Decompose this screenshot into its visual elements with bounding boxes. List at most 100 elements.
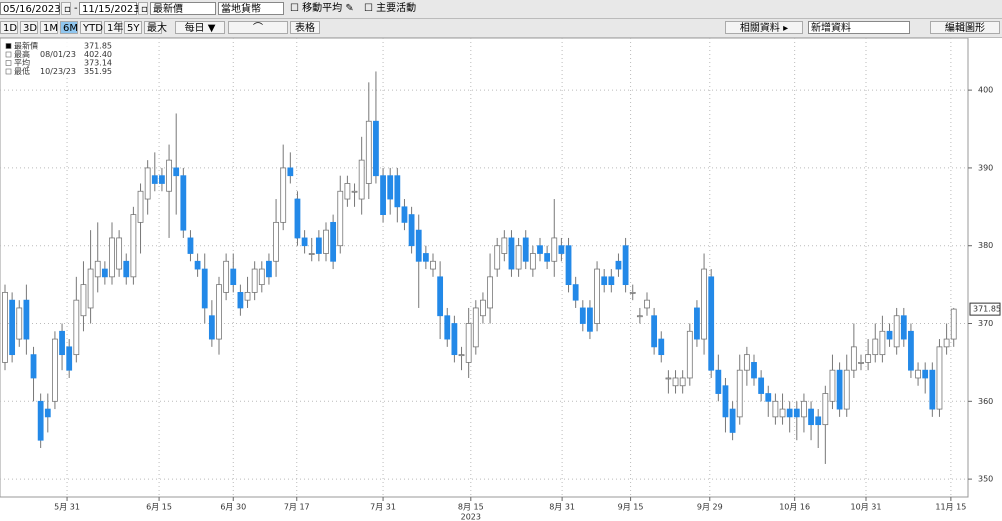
candle-body (822, 393, 829, 426)
period-button[interactable]: 5Y (124, 21, 142, 34)
candle-body (836, 369, 843, 410)
tool[interactable]: ⌒ (228, 21, 288, 34)
period-button[interactable]: 6M (60, 21, 78, 34)
moving-average-label: 移動平均 (302, 3, 343, 14)
candle-body (658, 338, 665, 356)
period-button[interactable]: YTD (80, 21, 103, 34)
candle-body (636, 315, 643, 318)
start-date[interactable]: 05/16/2023 (0, 2, 61, 15)
candle-body (879, 330, 886, 356)
candle-body (472, 307, 479, 348)
candle-body (251, 268, 258, 293)
x-tick-label: 6月 15 (146, 503, 172, 512)
dash: - (74, 3, 78, 14)
candle-body (116, 237, 123, 270)
candle-body (59, 330, 65, 356)
candle-body (66, 346, 73, 371)
candle-body (223, 260, 230, 293)
candle-body (629, 291, 636, 294)
candle-body (101, 268, 108, 278)
candle-body (37, 400, 44, 441)
candle-body (665, 377, 672, 380)
legend: 最新價 371.85 最高 08/01/23 402.40 平均 373.14 最低 10/23… (3, 40, 115, 78)
candle-body (850, 346, 857, 371)
period-button[interactable]: 1年 (104, 21, 123, 34)
candle-body (373, 120, 379, 177)
legend-date: 10/23/23 (40, 67, 76, 76)
related[interactable]: 相關資料 ▸ (725, 21, 803, 34)
candle-body (858, 362, 864, 364)
candle-body (537, 245, 543, 254)
candle-body (144, 167, 151, 200)
edit-chart[interactable]: 編輯圖形 (930, 21, 1000, 34)
candle-body (708, 276, 715, 371)
candle-body (308, 253, 315, 255)
candle-body (180, 175, 187, 231)
candle-body (216, 284, 222, 340)
candle-body (337, 190, 344, 247)
y-tick-label: 350 (978, 475, 993, 484)
candle-body (394, 175, 401, 208)
candle-body (415, 229, 422, 262)
currency[interactable]: 當地貨幣 (218, 2, 284, 15)
candle-body (330, 221, 337, 262)
candle-body (280, 167, 287, 223)
candle-body (950, 308, 957, 340)
candle-body (529, 253, 536, 270)
candle-body (922, 369, 929, 379)
y-tick-label: 400 (978, 86, 993, 95)
add-data[interactable]: 新增資料 (808, 21, 910, 34)
candle-body (2, 291, 8, 363)
legend-value: 371.85 (84, 42, 112, 51)
candle-body (672, 377, 679, 387)
candle-body (351, 190, 358, 193)
candle-body (943, 338, 950, 348)
candle-body (865, 354, 872, 363)
calendar[interactable]: ▫ (61, 2, 71, 15)
candle-body (886, 330, 893, 340)
candle-body (594, 268, 600, 324)
legend-value: 402.40 (84, 50, 112, 59)
key-events[interactable]: ☐ 主要活動 (364, 3, 417, 14)
end-date[interactable]: 11/15/2023 (79, 2, 140, 15)
candle-body (808, 408, 814, 426)
candle-body (801, 400, 807, 418)
y-tick-label: 360 (978, 397, 993, 406)
candle-body (408, 214, 415, 247)
candle-body (480, 299, 486, 317)
plot-frame (0, 38, 969, 498)
candle-body (94, 260, 101, 278)
frequency[interactable]: 每日 ▼ (175, 21, 225, 34)
candle-body (686, 330, 693, 379)
candle-body (208, 315, 215, 340)
calendar[interactable]: ▫ (138, 2, 148, 15)
x-tick-label: 6月 30 (220, 503, 246, 512)
candle-body (159, 175, 165, 184)
period-button[interactable]: 1M (40, 21, 58, 34)
candle-body (551, 237, 558, 262)
key-events-label: 主要活動 (376, 3, 417, 14)
period-button[interactable]: 3D (20, 21, 38, 34)
candle-body (30, 354, 37, 379)
candle-body (109, 237, 115, 278)
moving-average[interactable]: ☐ 移動平均 ✎ (290, 3, 354, 14)
x-tick-label: 9月 15 (618, 503, 644, 512)
table[interactable]: 表格 (290, 21, 320, 34)
period-button[interactable]: 1D (0, 21, 18, 34)
candle-body (301, 237, 308, 247)
candle-body (908, 330, 914, 371)
candle-body (929, 369, 936, 410)
price-field[interactable]: 最新價 (150, 2, 216, 15)
legend-value: 351.95 (84, 67, 112, 76)
candle-body (793, 408, 800, 418)
period-button[interactable]: 最大 (144, 21, 167, 34)
candle-body (779, 408, 786, 418)
candle-body (694, 307, 700, 340)
candle-body (273, 221, 279, 262)
candle-body (380, 175, 386, 215)
candle-body (401, 206, 408, 223)
candle-body (16, 307, 23, 340)
legend-swatch (5, 60, 12, 66)
x-tick-label: 10月 16 (779, 503, 810, 512)
